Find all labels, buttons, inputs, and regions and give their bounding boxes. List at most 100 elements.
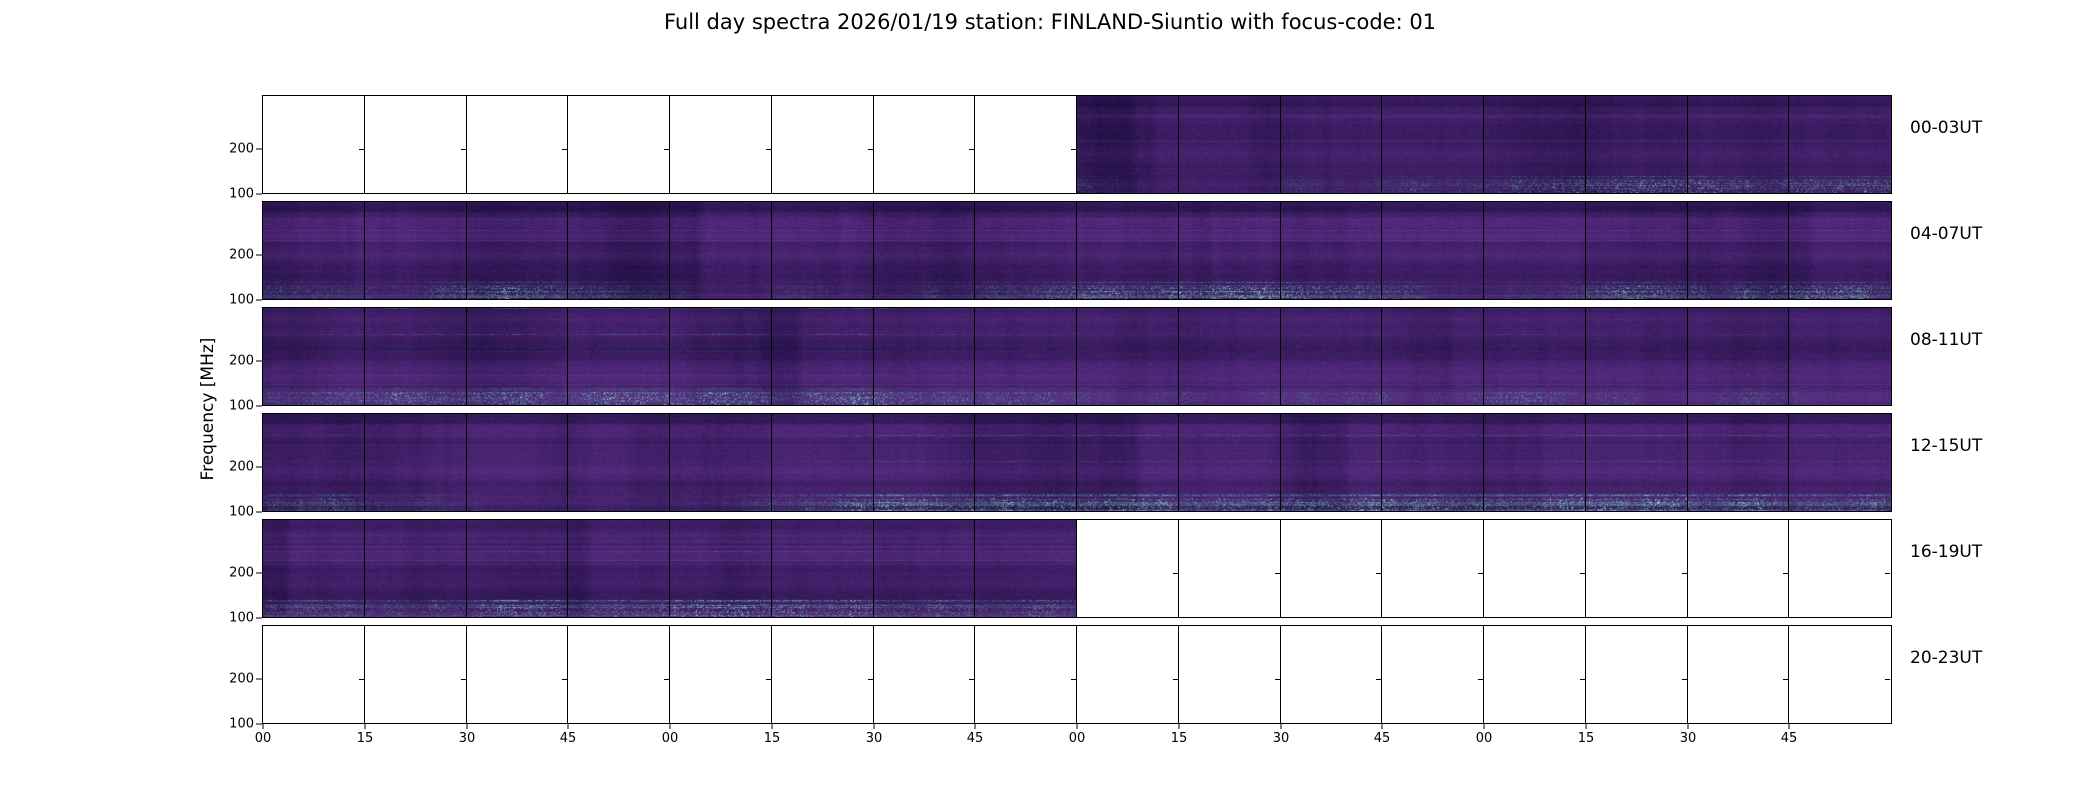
segment-tick-200mhz <box>1885 679 1890 680</box>
y-tick-mark <box>256 360 262 362</box>
segment-tick-200mhz <box>1885 573 1890 574</box>
segment-divider <box>1585 202 1586 299</box>
segment-divider <box>873 96 874 193</box>
segment-divider <box>1280 308 1281 405</box>
segment-divider <box>1076 96 1077 193</box>
segment-divider <box>1076 308 1077 405</box>
segment-tick-200mhz <box>1580 679 1585 680</box>
segment-divider <box>873 414 874 511</box>
y-tick-label-200: 200 <box>229 353 254 369</box>
segment-divider <box>1178 626 1179 723</box>
segment-divider <box>1483 202 1484 299</box>
spectrogram-row-04-07ut <box>262 201 1892 300</box>
y-tick-label-200: 200 <box>229 565 254 581</box>
segment-divider <box>669 202 670 299</box>
x-tick-mark <box>466 724 468 729</box>
segment-divider <box>364 414 365 511</box>
row-label: 00-03UT <box>1910 118 1983 138</box>
segment-divider <box>974 414 975 511</box>
segment-divider <box>873 308 874 405</box>
segment-tick-200mhz <box>969 679 974 680</box>
segment-divider <box>1788 414 1789 511</box>
segment-divider <box>466 96 467 193</box>
x-tick-mark <box>873 724 875 729</box>
segment-tick-200mhz <box>1071 679 1076 680</box>
x-tick-mark <box>364 724 366 729</box>
y-axis-label: Frequency [MHz] <box>198 337 218 481</box>
segment-divider <box>1788 96 1789 193</box>
segment-tick-200mhz <box>1173 679 1178 680</box>
x-tick-label: 30 <box>458 731 476 746</box>
segment-divider <box>364 96 365 193</box>
segment-divider <box>1178 520 1179 617</box>
segment-divider <box>974 308 975 405</box>
panel-grid <box>262 95 1892 725</box>
segment-divider <box>567 96 568 193</box>
segment-divider <box>567 308 568 405</box>
segment-tick-200mhz <box>1682 679 1687 680</box>
y-tick-label-100: 100 <box>229 716 254 732</box>
x-tick-mark <box>1483 724 1485 729</box>
segment-divider <box>466 202 467 299</box>
segment-divider <box>1280 96 1281 193</box>
segment-tick-200mhz <box>766 679 771 680</box>
segment-divider <box>1483 96 1484 193</box>
segment-divider <box>1483 520 1484 617</box>
spectrogram-row-16-19ut <box>262 519 1892 618</box>
segment-divider <box>873 202 874 299</box>
x-tick-label: 00 <box>254 731 272 746</box>
y-tick-label-200: 200 <box>229 671 254 687</box>
x-tick-mark <box>567 724 569 729</box>
segment-divider <box>466 308 467 405</box>
segment-tick-200mhz <box>1478 679 1483 680</box>
segment-divider <box>1788 626 1789 723</box>
segment-divider <box>1585 96 1586 193</box>
x-tick-mark <box>1381 724 1383 729</box>
segment-divider <box>974 626 975 723</box>
segment-divider <box>1280 626 1281 723</box>
segment-divider <box>1381 96 1382 193</box>
segment-divider <box>669 96 670 193</box>
x-tick-label: 00 <box>1068 731 1086 746</box>
x-tick-label: 15 <box>763 731 781 746</box>
spectrogram-canvas <box>263 308 1891 405</box>
segment-tick-200mhz <box>1376 573 1381 574</box>
segment-divider <box>1381 308 1382 405</box>
segment-divider <box>567 202 568 299</box>
segment-divider <box>567 626 568 723</box>
segment-divider <box>364 202 365 299</box>
segment-tick-200mhz <box>1783 573 1788 574</box>
x-tick-mark <box>1076 724 1078 729</box>
x-tick-mark <box>1178 724 1180 729</box>
segment-divider <box>771 96 772 193</box>
segment-tick-200mhz <box>868 679 873 680</box>
y-tick-label-200: 200 <box>229 247 254 263</box>
segment-divider <box>771 414 772 511</box>
segment-divider <box>1178 202 1179 299</box>
segment-divider <box>669 414 670 511</box>
segment-divider <box>1178 308 1179 405</box>
segment-divider <box>771 202 772 299</box>
segment-tick-200mhz <box>1376 679 1381 680</box>
y-tick-label-100: 100 <box>229 610 254 626</box>
segment-divider <box>364 520 365 617</box>
y-tick-label-200: 200 <box>229 141 254 157</box>
x-tick-mark <box>1788 724 1790 729</box>
x-tick-mark <box>669 724 671 729</box>
segment-tick-200mhz <box>1275 679 1280 680</box>
segment-divider <box>466 414 467 511</box>
segment-tick-200mhz <box>766 149 771 150</box>
x-tick-label: 30 <box>1272 731 1290 746</box>
y-tick-mark <box>256 572 262 574</box>
segment-divider <box>1483 626 1484 723</box>
spectrogram-canvas <box>1077 96 1891 193</box>
segment-divider <box>771 520 772 617</box>
x-tick-label: 30 <box>1679 731 1697 746</box>
segment-divider <box>974 520 975 617</box>
segment-tick-200mhz <box>359 679 364 680</box>
segment-divider <box>1178 96 1179 193</box>
segment-divider <box>567 520 568 617</box>
y-tick-label-200: 200 <box>229 459 254 475</box>
segment-divider <box>364 308 365 405</box>
